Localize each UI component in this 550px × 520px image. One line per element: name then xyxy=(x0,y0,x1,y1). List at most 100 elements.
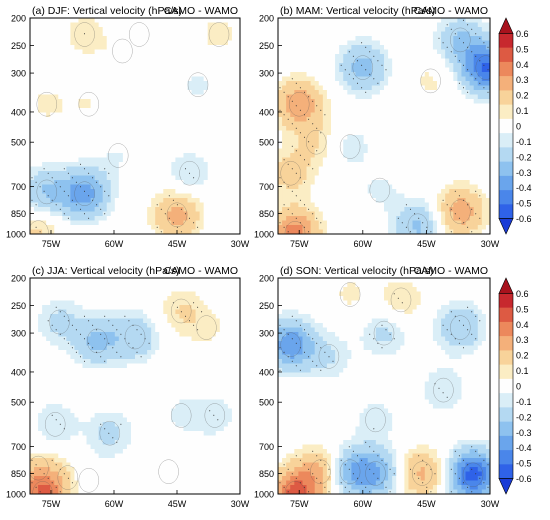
field-cell xyxy=(282,207,287,212)
field-cell xyxy=(131,212,136,217)
field-cell xyxy=(421,194,426,199)
field-cell xyxy=(183,135,188,140)
field-cell xyxy=(204,59,209,64)
field-cell xyxy=(413,144,418,149)
field-cell xyxy=(278,126,283,131)
field-cell xyxy=(204,23,209,28)
field-cell xyxy=(360,140,365,145)
field-cell xyxy=(372,189,377,194)
field-cell xyxy=(433,81,438,86)
field-cell xyxy=(347,171,352,176)
field-cell xyxy=(372,158,377,163)
field-cell xyxy=(445,149,450,154)
field-cell xyxy=(139,153,144,158)
field-cell xyxy=(302,27,307,32)
field-cell xyxy=(107,144,112,149)
field-cell xyxy=(298,194,303,199)
field-cell xyxy=(360,176,365,181)
field-cell xyxy=(147,41,152,46)
field-cell xyxy=(453,77,458,82)
field-cell xyxy=(298,135,303,140)
field-cell xyxy=(445,140,450,145)
field-cell xyxy=(282,18,287,23)
field-cell xyxy=(167,81,172,86)
field-cell xyxy=(457,54,462,59)
field-cell xyxy=(30,135,35,140)
field-cell xyxy=(78,90,83,95)
field-cell xyxy=(196,180,201,185)
field-cell xyxy=(298,32,303,37)
field-cell xyxy=(147,117,152,122)
field-cell xyxy=(445,207,450,212)
field-cell xyxy=(425,122,430,127)
field-cell xyxy=(319,41,324,46)
field-cell xyxy=(139,104,144,109)
field-cell xyxy=(392,140,397,145)
field-cell xyxy=(421,153,426,158)
field-cell xyxy=(171,32,176,37)
stipple-dot xyxy=(467,92,468,93)
field-cell xyxy=(343,189,348,194)
field-cell xyxy=(212,104,217,109)
field-cell xyxy=(175,104,180,109)
field-cell xyxy=(343,162,348,167)
field-cell xyxy=(143,198,148,203)
field-cell xyxy=(99,122,104,127)
field-cell xyxy=(433,45,438,50)
field-cell xyxy=(62,72,67,77)
field-cell xyxy=(123,203,128,208)
field-cell xyxy=(204,207,209,212)
field-cell xyxy=(335,95,340,100)
field-cell xyxy=(429,171,434,176)
field-cell xyxy=(392,32,397,37)
field-cell xyxy=(343,171,348,176)
field-cell xyxy=(311,72,316,77)
field-cell xyxy=(360,108,365,113)
stipple-dot xyxy=(108,195,109,196)
field-cell xyxy=(433,126,438,131)
field-cell xyxy=(327,27,332,32)
field-cell xyxy=(380,23,385,28)
field-cell xyxy=(327,63,332,68)
field-cell xyxy=(216,221,221,226)
field-cell xyxy=(175,95,180,100)
field-cell xyxy=(323,180,328,185)
field-cell xyxy=(421,144,426,149)
field-cell xyxy=(30,158,35,163)
field-cell xyxy=(42,81,47,86)
field-cell xyxy=(143,153,148,158)
field-cell xyxy=(457,45,462,50)
field-cell xyxy=(70,95,75,100)
field-cell xyxy=(70,212,75,217)
field-cell xyxy=(91,95,96,100)
field-cell xyxy=(331,176,336,181)
field-cell xyxy=(343,212,348,217)
field-cell xyxy=(298,140,303,145)
field-cell xyxy=(331,63,336,68)
field-cell xyxy=(466,104,471,109)
field-cell xyxy=(404,54,409,59)
field-cell xyxy=(91,86,96,91)
field-cell xyxy=(188,99,193,104)
field-cell xyxy=(453,59,458,64)
field-cell xyxy=(327,122,332,127)
field-cell xyxy=(282,32,287,37)
field-cell xyxy=(159,135,164,140)
field-cell xyxy=(466,194,471,199)
field-cell xyxy=(433,176,438,181)
field-cell xyxy=(107,86,112,91)
field-cell xyxy=(95,72,100,77)
field-cell xyxy=(188,153,193,158)
field-cell xyxy=(408,41,413,46)
field-cell xyxy=(38,189,43,194)
field-cell xyxy=(335,113,340,118)
field-cell xyxy=(175,18,180,23)
field-cell xyxy=(220,36,225,41)
field-cell xyxy=(482,176,487,181)
field-cell xyxy=(347,126,352,131)
field-cell xyxy=(372,72,377,77)
field-cell xyxy=(290,140,295,145)
field-cell xyxy=(302,176,307,181)
field-cell xyxy=(417,140,422,145)
field-cell xyxy=(204,36,209,41)
